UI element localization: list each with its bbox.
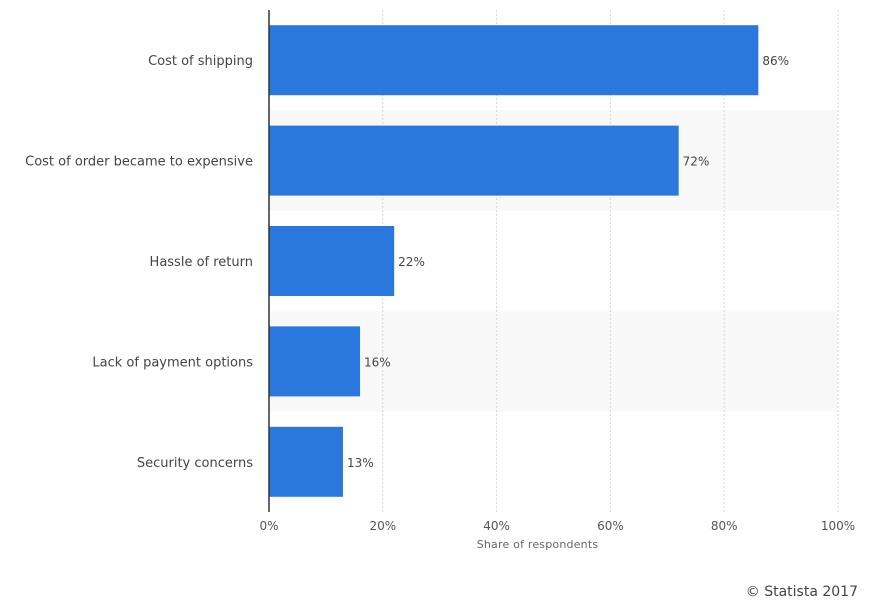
x-tick-labels: 0% 20% 40% 60% 80% 100% — [259, 519, 855, 533]
value-labels: 86% 72% 22% 16% 13% — [347, 54, 789, 470]
row-band — [269, 311, 838, 412]
bar — [269, 25, 759, 96]
bar — [269, 125, 679, 196]
category-label: Hassle of return — [150, 255, 253, 270]
data-label: 16% — [364, 355, 391, 369]
data-label: 72% — [683, 155, 710, 169]
x-tick-label: 80% — [711, 519, 738, 533]
source-credit: © Statista 2017 — [745, 584, 858, 600]
category-label: Security concerns — [137, 456, 253, 471]
x-tick-label: 40% — [483, 519, 510, 533]
x-tick-label: 60% — [597, 519, 624, 533]
x-axis-title: Share of respondents — [477, 538, 599, 551]
x-tick-label: 20% — [369, 519, 396, 533]
category-label: Cost of shipping — [148, 54, 253, 69]
data-label: 22% — [398, 255, 425, 269]
bar — [269, 426, 343, 497]
x-tick-label: 100% — [821, 519, 855, 533]
x-tick-label: 0% — [259, 519, 278, 533]
bars — [269, 25, 759, 497]
bar — [269, 226, 395, 296]
data-label: 13% — [347, 456, 374, 470]
data-label: 86% — [762, 54, 789, 68]
category-label: Cost of order became to expensive — [25, 155, 253, 170]
category-label: Lack of payment options — [92, 355, 253, 370]
category-labels: Cost of shipping Cost of order became to … — [25, 54, 253, 471]
bar — [269, 326, 361, 397]
